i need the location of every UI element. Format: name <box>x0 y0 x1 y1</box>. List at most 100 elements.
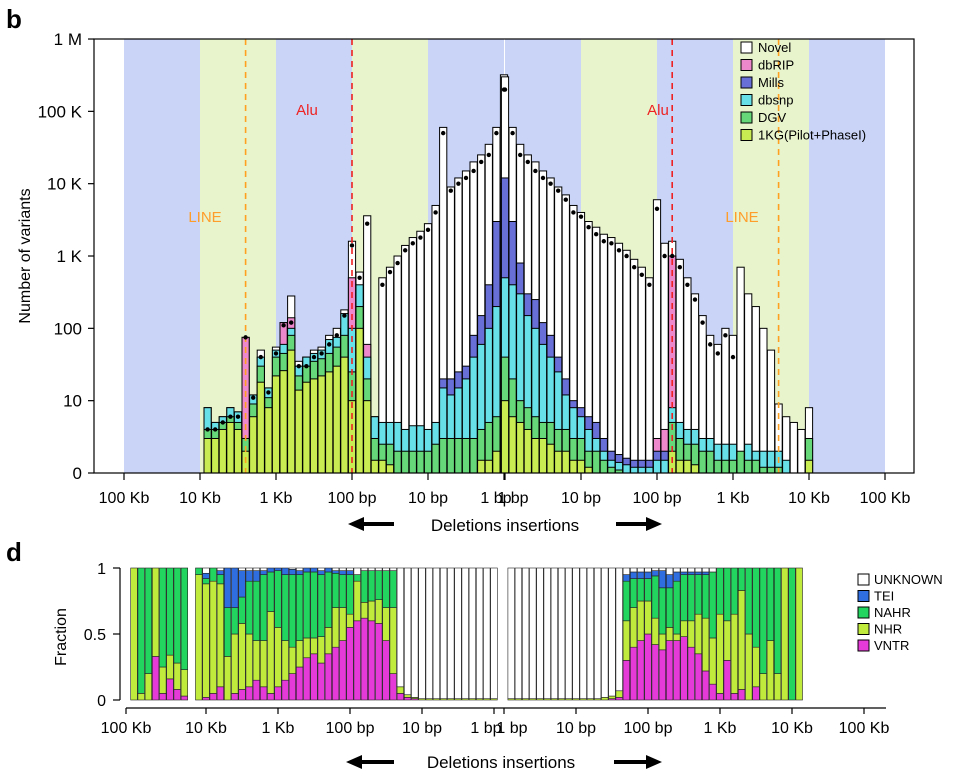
bar-nhr <box>601 697 609 701</box>
bar-vntr <box>389 673 397 701</box>
bar-kg <box>370 459 379 474</box>
legend-label-unknown: UNKNOWN <box>874 572 943 587</box>
bar-vntr <box>238 689 246 701</box>
bar-kg <box>484 459 493 474</box>
panel-d-y-label: Fraction <box>53 608 70 666</box>
bar-vntr <box>687 646 695 701</box>
bar-nhr <box>382 607 390 641</box>
bar-tei <box>324 567 333 573</box>
legend-swatch-unknown <box>857 573 870 586</box>
x-tick-label: 10 Kb <box>771 720 813 737</box>
bar-unknown <box>701 567 710 573</box>
bar-nhr <box>202 583 210 698</box>
bar-dgv <box>751 459 760 474</box>
bar-nahr <box>716 567 724 615</box>
bar-unknown <box>367 567 376 571</box>
x-tick-label: 1 bp <box>470 720 501 737</box>
bar-nhr <box>680 620 688 637</box>
bar-vntr <box>644 633 652 701</box>
annotation-line-right: LINE <box>725 209 758 226</box>
bar-kg <box>287 349 296 474</box>
bar-kg <box>294 389 303 474</box>
bar-unknown <box>543 567 551 699</box>
bar-kg <box>256 381 265 474</box>
bar-nhr <box>331 607 340 648</box>
bar-vntr <box>346 627 354 701</box>
bar-vntr <box>367 620 376 701</box>
bar-unknown <box>389 567 397 571</box>
bar-nhr <box>288 646 297 674</box>
bar-vntr <box>180 695 189 701</box>
y-tick-label: 100 K <box>38 102 83 121</box>
bar-kg <box>546 443 555 474</box>
bar-unknown <box>216 567 225 571</box>
bar-nahr <box>331 572 340 608</box>
legend-swatch-dbsnp <box>740 94 753 106</box>
bar-dgv <box>469 437 478 474</box>
x-tick-label: 1 Kb <box>717 490 750 507</box>
bar-novel <box>797 428 806 474</box>
bar-unknown <box>259 567 268 571</box>
bar-unknown <box>665 567 674 575</box>
data-dot <box>502 87 508 92</box>
bar-novel <box>630 258 639 474</box>
bar-tei <box>658 570 666 589</box>
bar-nhr <box>665 627 674 641</box>
data-dot <box>556 188 561 193</box>
bar-kg <box>584 466 593 474</box>
legend-swatch-dbrip <box>740 59 753 71</box>
bar-nhr <box>259 640 268 688</box>
bar-nhr <box>716 613 724 694</box>
bar-unknown <box>202 567 210 574</box>
bar-unknown <box>529 567 537 699</box>
panel-b-legend: Novel dbRIP Mills dbsnp DGV 1KG(Pilot+PhaseI) <box>740 40 866 143</box>
bar-nhr <box>730 613 738 694</box>
bar-tei <box>665 574 674 589</box>
bar-dgv <box>713 459 722 474</box>
bar-unknown <box>403 567 412 696</box>
annotation-alu-right: Alu <box>647 102 669 119</box>
bar-vntr <box>331 646 340 701</box>
bar-unknown <box>245 567 253 571</box>
bar-nhr <box>795 567 803 701</box>
bar-nhr <box>310 637 318 655</box>
y-tick-label: 1 M <box>54 30 82 49</box>
bar-nahr <box>360 570 369 603</box>
data-dot <box>433 210 438 215</box>
x-tick-label: 10 bp <box>556 720 596 737</box>
bar-dgv <box>736 450 745 474</box>
bar-vntr <box>375 623 383 701</box>
bar-unknown <box>644 567 652 573</box>
bar-unknown <box>432 567 441 699</box>
bar-kg <box>233 428 243 474</box>
bar-vntr <box>360 617 369 701</box>
bar-vntr <box>615 697 623 701</box>
y-tick-label: 1 K <box>56 247 82 266</box>
bar-nhr <box>281 640 289 681</box>
data-dot <box>594 232 599 237</box>
bar-dbsnp <box>782 459 791 474</box>
bar-nahr <box>173 567 181 664</box>
data-dot <box>410 241 415 246</box>
bar-kg <box>516 421 525 474</box>
bar-tei <box>629 571 638 579</box>
bar-dgv <box>461 437 471 474</box>
x-tick-label: 1 Kb <box>704 720 737 737</box>
bar-nahr <box>701 574 710 619</box>
bar-tei <box>303 567 311 573</box>
bar-kg <box>477 459 486 474</box>
data-dot <box>624 253 629 259</box>
bar-unknown <box>565 567 573 699</box>
bar-nahr <box>245 580 253 635</box>
bar-tei <box>701 571 710 575</box>
legend-swatch-nhr <box>857 623 870 635</box>
bar-unknown <box>346 567 354 571</box>
bar-unknown <box>521 567 530 699</box>
bar-vntr <box>259 686 268 701</box>
bar-kg <box>561 450 570 474</box>
legend-label-kg: 1KG(Pilot+PhaseI) <box>758 128 866 143</box>
bar-kg <box>508 416 517 474</box>
x-tick-label: 100 Kb <box>101 720 152 737</box>
bar-dgv <box>721 459 730 474</box>
bar-unknown <box>454 567 462 699</box>
